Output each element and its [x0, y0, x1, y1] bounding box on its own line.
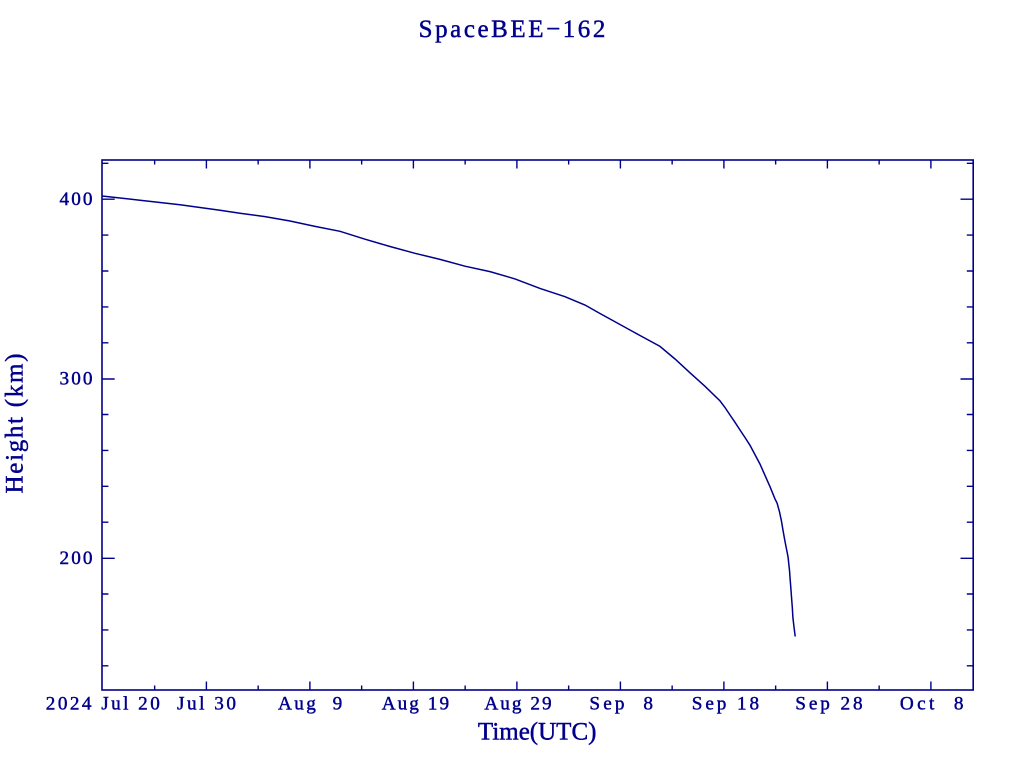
svg-text:Aug 9: Aug 9	[278, 694, 342, 715]
svg-text:Sep 28: Sep 28	[795, 694, 862, 715]
svg-text:Aug 19: Aug 19	[382, 694, 449, 715]
svg-text:400: 400	[60, 189, 93, 210]
svg-text:Oct 8: Oct 8	[900, 694, 964, 715]
svg-text:Sep 8: Sep 8	[589, 694, 653, 715]
svg-text:Jul 30: Jul 30	[177, 694, 236, 715]
svg-text:200: 200	[60, 548, 93, 569]
svg-text:Aug 29: Aug 29	[484, 694, 551, 715]
svg-text:Sep 18: Sep 18	[692, 694, 759, 715]
svg-text:2024 Jul 20: 2024 Jul 20	[46, 694, 160, 715]
svg-text:SpaceBEE−162: SpaceBEE−162	[419, 16, 606, 43]
svg-text:Height (km): Height (km)	[2, 354, 29, 494]
svg-text:Time(UTC): Time(UTC)	[478, 719, 597, 746]
svg-text:300: 300	[60, 369, 93, 390]
